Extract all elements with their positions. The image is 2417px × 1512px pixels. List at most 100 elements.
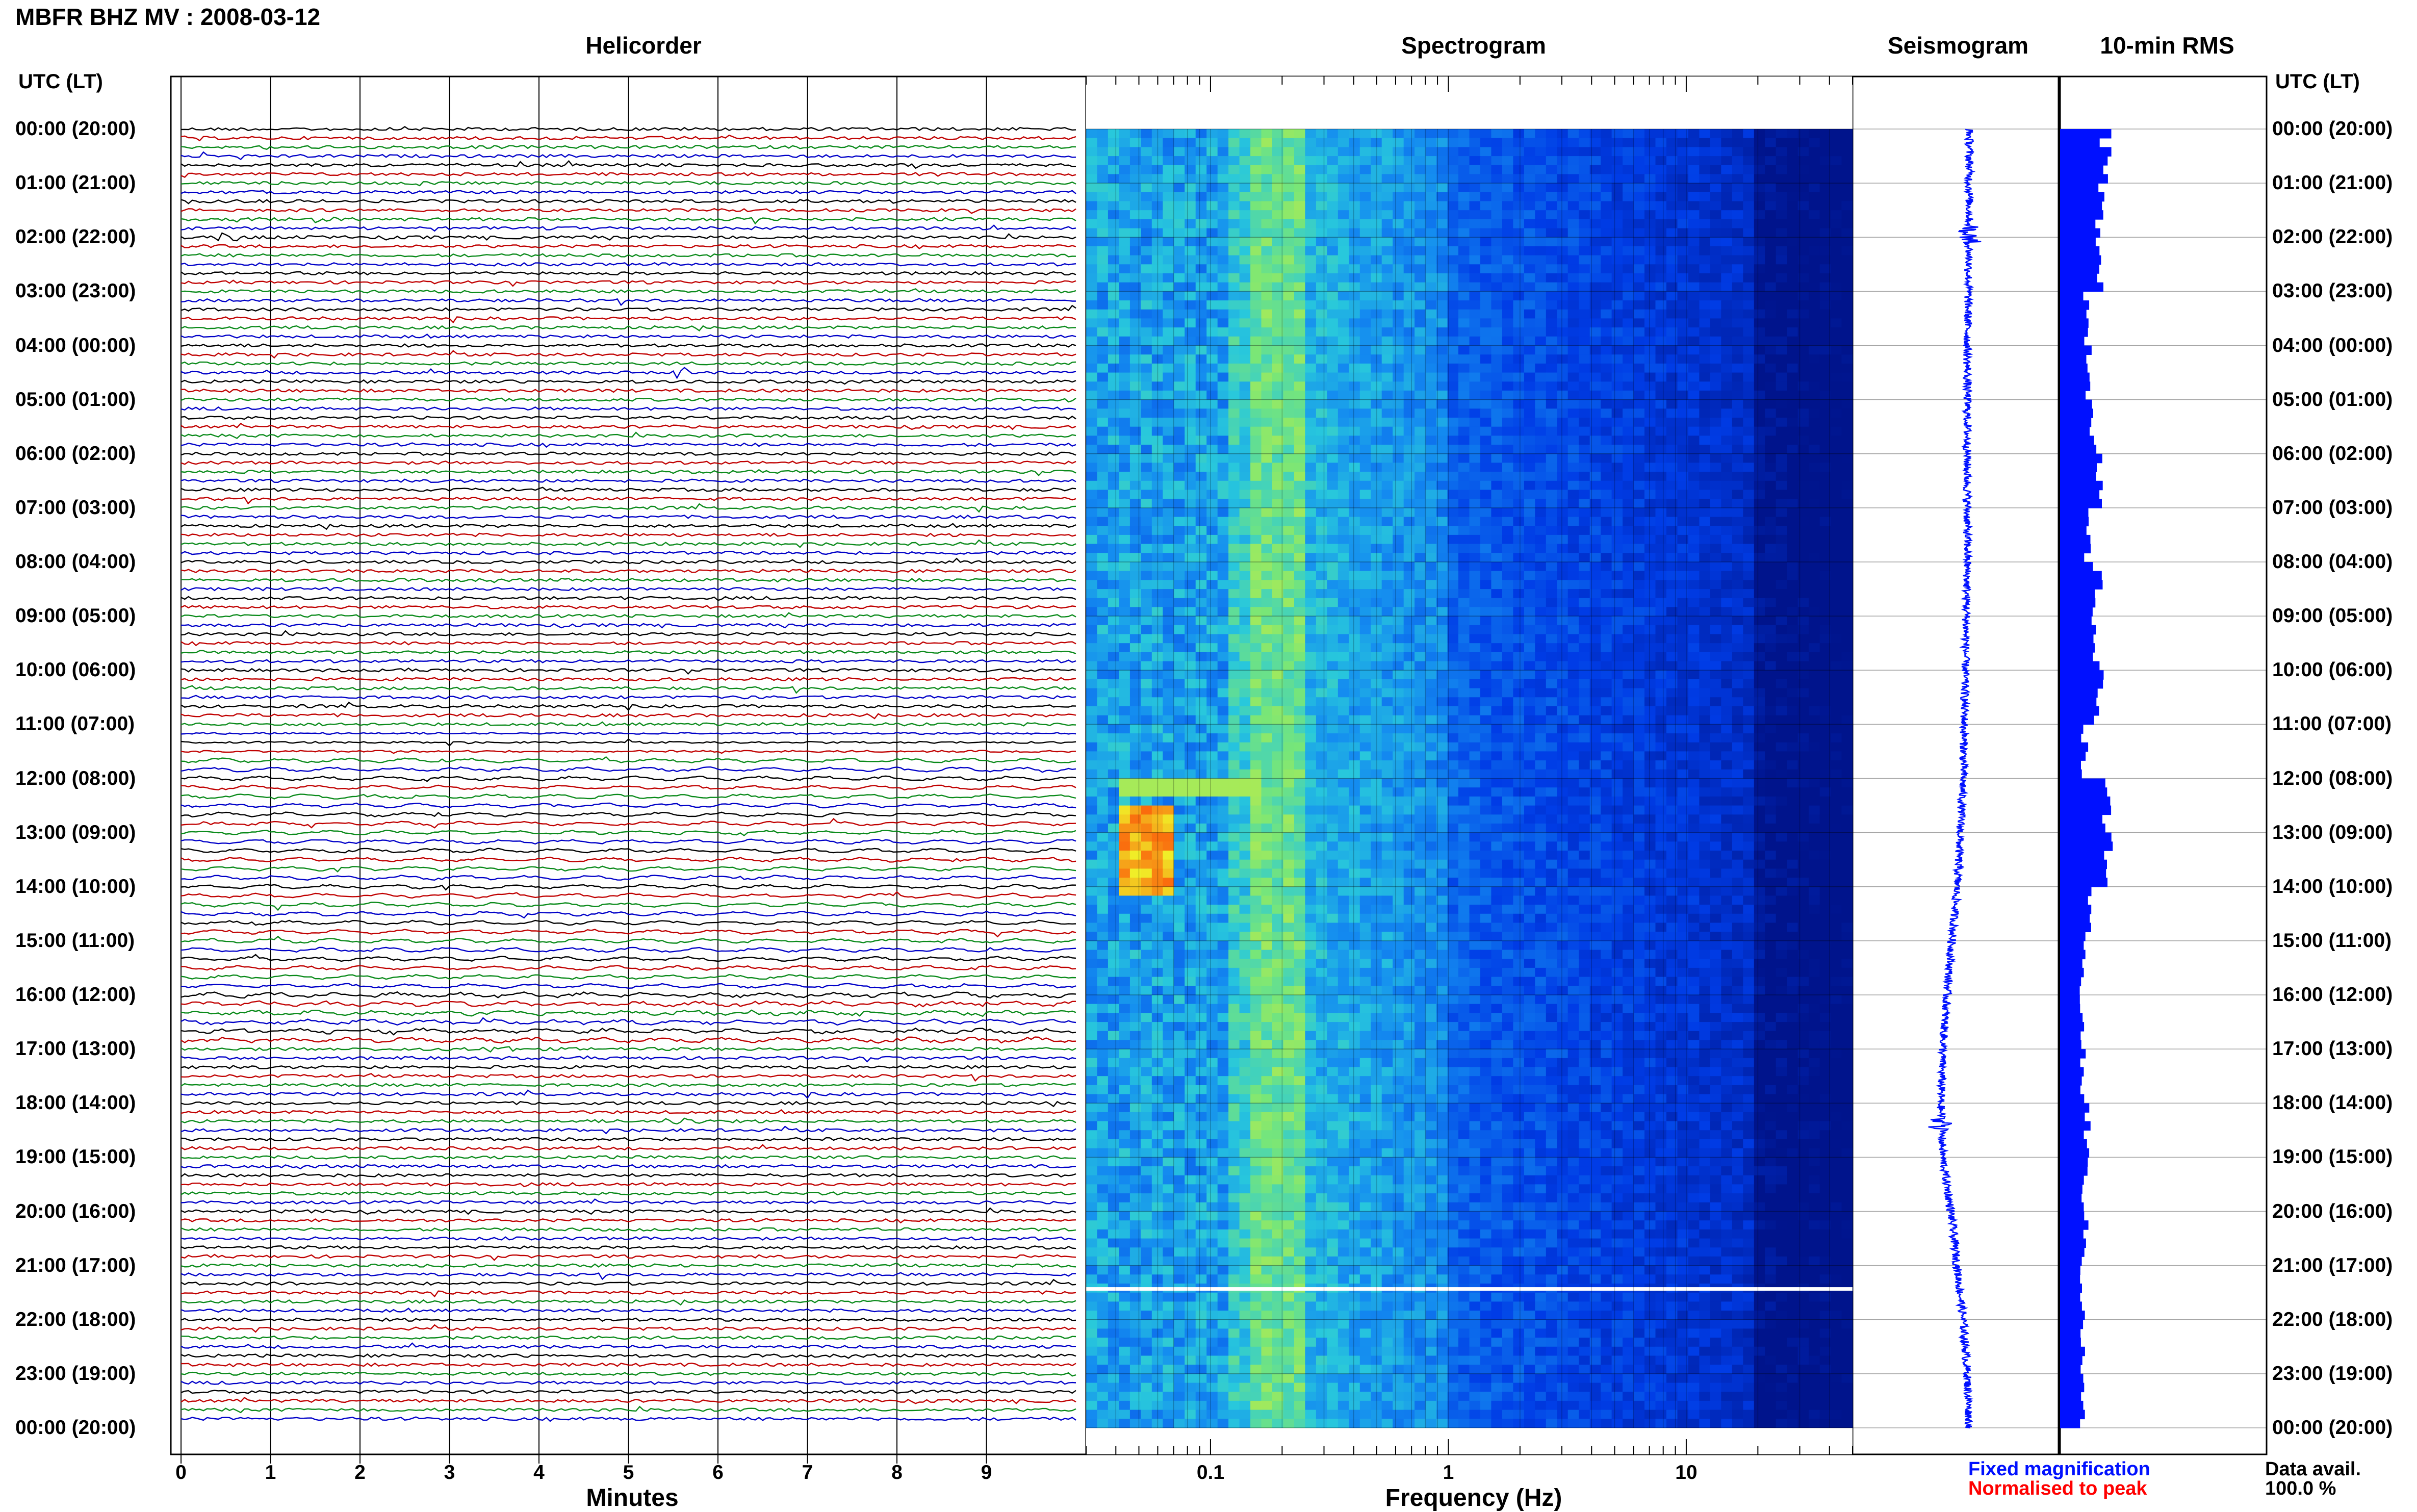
spectrogram-cell bbox=[1666, 201, 1678, 211]
spectrogram-cell bbox=[1338, 147, 1349, 157]
spectrogram-cell bbox=[1436, 210, 1448, 220]
spectrogram-cell bbox=[1382, 544, 1393, 554]
spectrogram-cell bbox=[1535, 616, 1546, 626]
spectrogram-cell bbox=[1666, 517, 1678, 527]
spectrogram-cell bbox=[1119, 291, 1130, 301]
spectrogram-cell bbox=[1612, 246, 1623, 256]
spectrogram-cell bbox=[1382, 427, 1393, 437]
spectrogram-cell bbox=[1218, 481, 1229, 491]
spectrogram-cell bbox=[1754, 544, 1765, 554]
spectrogram-cell bbox=[1206, 535, 1218, 545]
spectrogram-cell bbox=[1327, 580, 1338, 590]
spectrogram-cell bbox=[1283, 192, 1295, 202]
spectrogram-cell bbox=[1513, 517, 1524, 527]
spectrogram-cell bbox=[1678, 535, 1689, 545]
spectrogram-cell bbox=[1327, 318, 1338, 328]
spectrogram-cell bbox=[1262, 571, 1273, 581]
spectrogram-cell bbox=[1743, 607, 1754, 617]
spectrogram-cell bbox=[1623, 481, 1634, 491]
spectrogram-cell bbox=[1305, 607, 1316, 617]
spectrogram-cell bbox=[1710, 553, 1721, 562]
spectrogram-cell bbox=[1283, 562, 1295, 572]
spectrogram-cell bbox=[1119, 228, 1130, 238]
spectrogram-cell bbox=[1470, 165, 1481, 175]
spectrogram-cell bbox=[1842, 724, 1853, 734]
spectrogram-cell bbox=[1787, 156, 1798, 166]
spectrogram-cell bbox=[1776, 346, 1787, 355]
spectrogram-cell bbox=[1108, 237, 1119, 247]
spectrogram-cell bbox=[1426, 264, 1437, 274]
spectrogram-cell bbox=[1678, 192, 1689, 202]
spectrogram-cell bbox=[1316, 643, 1327, 653]
spectrogram-cell bbox=[1448, 499, 1459, 508]
spectrogram-cell bbox=[1634, 733, 1645, 743]
spectrogram-cell bbox=[1656, 571, 1667, 581]
spectrogram-cell bbox=[1130, 625, 1141, 635]
spectrogram-cell bbox=[1546, 201, 1557, 211]
spectrogram-cell bbox=[1349, 670, 1360, 680]
spectrogram-cell bbox=[1678, 210, 1689, 220]
spectrogram-cell bbox=[1470, 156, 1481, 166]
spectrogram-cell bbox=[1163, 300, 1174, 310]
spectrogram-cell bbox=[1535, 201, 1546, 211]
spectrogram-cell bbox=[1678, 156, 1689, 166]
spectrogram-cell bbox=[1776, 553, 1787, 562]
spectrogram-cell bbox=[1842, 589, 1853, 599]
spectrogram-cell bbox=[1086, 607, 1097, 617]
spectrogram-cell bbox=[1305, 418, 1316, 427]
spectrogram-cell bbox=[1283, 517, 1295, 527]
spectrogram-cell bbox=[1831, 192, 1842, 202]
spectrogram-cell bbox=[1262, 607, 1273, 617]
spectrogram-cell bbox=[1491, 192, 1502, 202]
spectrogram-cell bbox=[1196, 724, 1207, 734]
spectrogram-cell bbox=[1721, 688, 1732, 698]
spectrogram-cell bbox=[1097, 129, 1109, 139]
spectrogram-cell bbox=[1228, 192, 1240, 202]
spectrogram-cell bbox=[1688, 508, 1700, 518]
spectrogram-cell bbox=[1644, 634, 1656, 644]
spectrogram-cell bbox=[1174, 237, 1185, 247]
spectrogram-cell bbox=[1097, 337, 1109, 346]
spectrogram-cell bbox=[1710, 129, 1721, 139]
spectrogram-cell bbox=[1699, 228, 1710, 238]
spectrogram-cell bbox=[1721, 310, 1732, 319]
spectrogram-cell bbox=[1448, 427, 1459, 437]
spectrogram-cell bbox=[1557, 427, 1568, 437]
spectrogram-cell bbox=[1305, 481, 1316, 491]
spectrogram-cell bbox=[1097, 526, 1109, 535]
spectrogram-cell bbox=[1196, 661, 1207, 671]
spectrogram-cell bbox=[1206, 670, 1218, 680]
spectrogram-cell bbox=[1382, 652, 1393, 662]
spectrogram-cell bbox=[1228, 346, 1240, 355]
spectrogram-cell bbox=[1601, 589, 1612, 599]
spectrogram-cell bbox=[1218, 346, 1229, 355]
spectrogram-cell bbox=[1513, 183, 1524, 193]
spectrogram-cell bbox=[1108, 616, 1119, 626]
spectrogram-cell bbox=[1491, 310, 1502, 319]
spectrogram-cell bbox=[1765, 138, 1776, 148]
spectrogram-cell bbox=[1240, 643, 1251, 653]
spectrogram-cell bbox=[1568, 634, 1579, 644]
spectrogram-cell bbox=[1699, 435, 1710, 445]
spectrogram-cell bbox=[1404, 183, 1415, 193]
spectrogram-cell bbox=[1240, 706, 1251, 716]
spectrogram-cell bbox=[1688, 733, 1700, 743]
spectrogram-cell bbox=[1470, 228, 1481, 238]
spectrogram-cell bbox=[1765, 283, 1776, 292]
spectrogram-cell bbox=[1130, 408, 1141, 418]
spectrogram-cell bbox=[1316, 724, 1327, 734]
spectrogram-cell bbox=[1546, 283, 1557, 292]
spectrogram-cell bbox=[1678, 634, 1689, 644]
spectrogram-cell bbox=[1404, 373, 1415, 382]
spectrogram-cell bbox=[1579, 634, 1590, 644]
spectrogram-cell bbox=[1765, 733, 1776, 743]
spectrogram-cell bbox=[1426, 733, 1437, 743]
spectrogram-cell bbox=[1250, 652, 1262, 662]
spectrogram-cell bbox=[1678, 670, 1689, 680]
spectrogram-cell bbox=[1612, 192, 1623, 202]
spectrogram-cell bbox=[1305, 381, 1316, 391]
spectrogram-cell bbox=[1426, 544, 1437, 554]
spectrogram-cell bbox=[1568, 219, 1579, 229]
spectrogram-cell bbox=[1699, 283, 1710, 292]
spectrogram-cell bbox=[1513, 291, 1524, 301]
